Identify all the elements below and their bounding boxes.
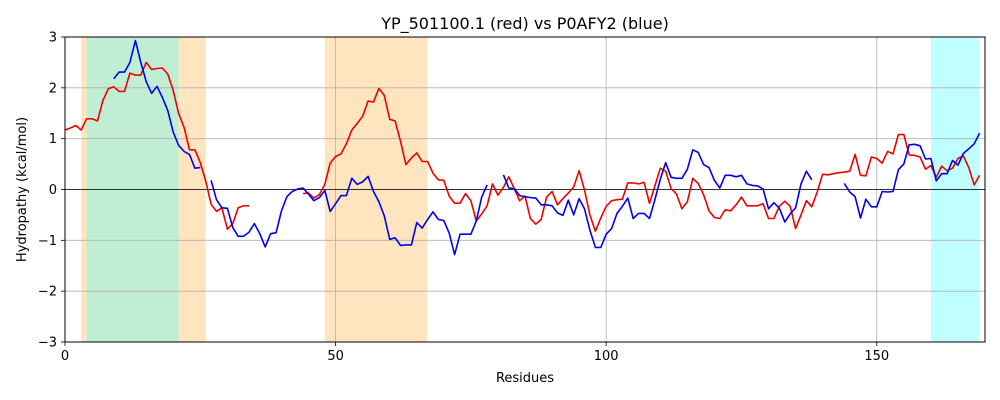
y-tick-label: −1 [38,234,57,249]
x-tick-label: 100 [594,349,619,364]
x-tick-label: 50 [327,349,344,364]
chart-title: YP_501100.1 (red) vs P0AFY2 (blue) [380,14,669,34]
series-1-segment-0 [113,39,201,169]
series-1-segment-2 [502,149,813,249]
series-1-segment-1 [210,175,488,256]
x-axis-label: Residues [496,371,554,386]
series-0-segment-0 [64,61,249,230]
y-tick-label: 2 [49,81,57,96]
x-tick-label: 0 [61,349,69,364]
y-tick-label: 3 [49,31,57,46]
y-tick-label: 1 [49,132,57,147]
y-tick-label: 0 [49,183,57,198]
series-0-segment-1 [303,87,981,232]
x-tick-label: 150 [864,349,889,364]
series-1-segment-3 [843,132,981,219]
y-tick-label: −2 [38,285,57,300]
series-lines [64,39,981,256]
y-axis-label: Hydropathy (kcal/mol) [15,117,30,262]
axis-ticks: 0 50 100 150 −3 −2 −1 0 1 2 3 [38,31,889,365]
y-tick-label: −3 [38,336,57,351]
